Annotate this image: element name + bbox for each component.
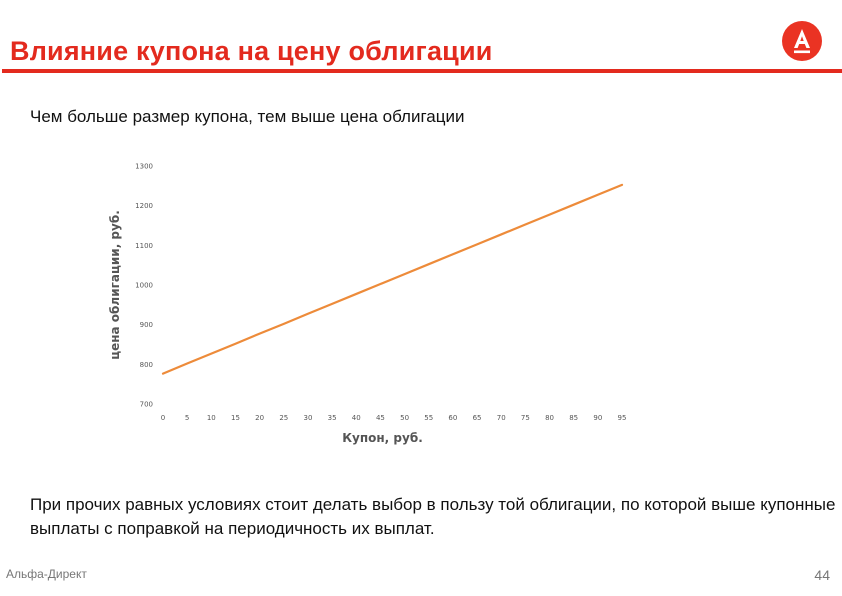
x-tick-label: 45: [376, 414, 385, 422]
x-tick-label: 35: [328, 414, 337, 422]
y-tick-label: 800: [140, 361, 153, 369]
series-layer: [161, 183, 624, 375]
x-tick-label: 95: [618, 414, 627, 422]
title-underline: [2, 69, 842, 73]
x-tick-label: 60: [448, 414, 457, 422]
y-tick-labels: 700 800 900 1000 1100 1200 1300: [135, 163, 153, 409]
x-tick-label: 55: [424, 414, 433, 422]
x-tick-label: 90: [593, 414, 602, 422]
x-tick-label: 40: [352, 414, 361, 422]
slide-title: Влияние купона на цену облигации: [10, 36, 493, 66]
series-line: [161, 183, 624, 375]
y-tick-label: 700: [140, 401, 153, 409]
x-tick-label: 70: [497, 414, 506, 422]
page-number: 44: [814, 567, 830, 583]
line-chart: 700 800 900 1000 1100 1200 1300 0 5 10 15 20 25 30 35…: [95, 150, 655, 450]
x-tick-label: 85: [569, 414, 578, 422]
x-axis-label: Купон, руб.: [342, 431, 423, 445]
y-axis-label: цена облигации, руб.: [108, 210, 122, 360]
alfa-bank-logo-icon: [782, 21, 822, 61]
x-tick-label: 75: [521, 414, 530, 422]
x-tick-label: 25: [279, 414, 288, 422]
x-tick-label: 15: [231, 414, 240, 422]
footer-brand: Альфа-Директ: [6, 567, 87, 581]
y-tick-label: 1100: [135, 242, 153, 250]
x-tick-label: 0: [161, 414, 165, 422]
x-tick-label: 80: [545, 414, 554, 422]
conclusion-text: При прочих равных условиях стоит делать …: [30, 495, 836, 538]
x-tick-label: 20: [255, 414, 264, 422]
x-tick-label: 10: [207, 414, 216, 422]
y-tick-label: 1000: [135, 282, 153, 290]
slide-subtitle: Чем больше размер купона, тем выше цена …: [30, 107, 465, 126]
x-tick-label: 30: [303, 414, 312, 422]
y-tick-label: 1200: [135, 202, 153, 210]
y-tick-label: 900: [140, 321, 153, 329]
x-tick-label: 65: [473, 414, 482, 422]
x-tick-label: 50: [400, 414, 409, 422]
x-tick-labels: 0 5 10 15 20 25 30 35 40 45 50 55 60 65 70 75 80 85 90 95: [161, 414, 627, 422]
y-tick-label: 1300: [135, 163, 153, 171]
x-tick-label: 5: [185, 414, 189, 422]
